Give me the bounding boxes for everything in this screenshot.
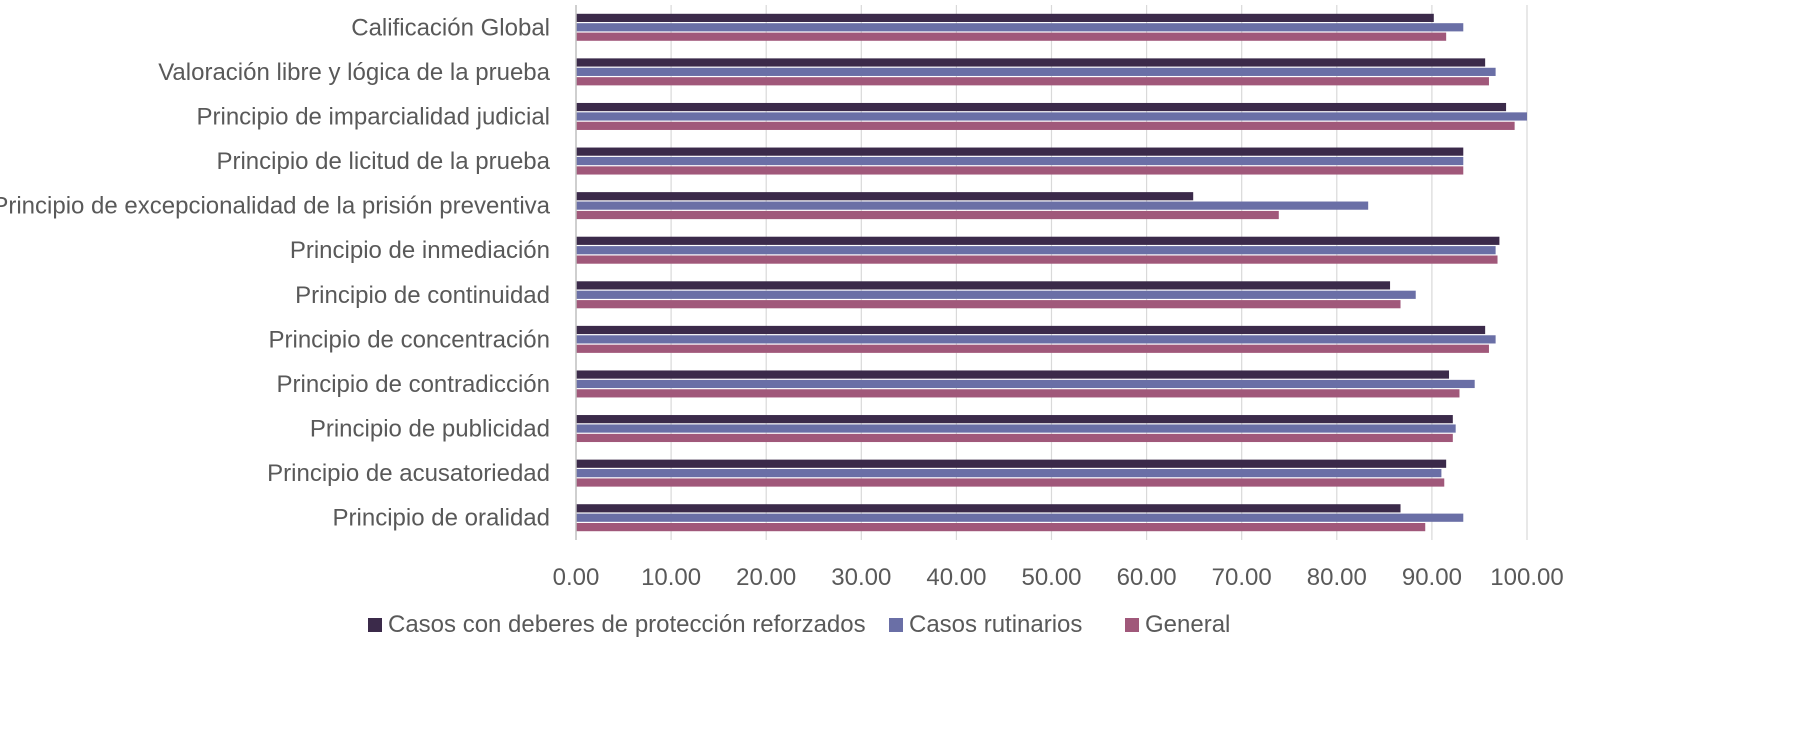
x-tick-label: 80.00: [1307, 564, 1367, 591]
bar: [576, 344, 1489, 353]
bar: [576, 504, 1401, 513]
legend: Casos con deberes de protección reforzad…: [368, 611, 1230, 638]
bar: [576, 469, 1442, 478]
bar: [576, 13, 1434, 22]
category-label: Principio de concentración: [269, 326, 551, 353]
bars: [576, 13, 1527, 532]
bar: [576, 23, 1464, 32]
x-tick-label: 0.00: [553, 564, 600, 591]
tick-labels: 0.00 10.00 20.00 30.00 40.00 50.00 60.00 70.00 8…: [553, 564, 1564, 591]
x-tick-label: 10.00: [641, 564, 701, 591]
legend-swatch: [889, 618, 903, 632]
bar: [576, 246, 1496, 255]
category-label: Principio de licitud de la prueba: [216, 148, 550, 175]
bar: [576, 201, 1369, 210]
bar: [576, 67, 1496, 76]
bar: [576, 335, 1496, 344]
bar: [576, 433, 1453, 443]
x-tick-label: 90.00: [1402, 564, 1462, 591]
bar: [576, 513, 1464, 522]
bar: [576, 32, 1447, 41]
bar: [576, 325, 1486, 335]
bar: [576, 147, 1464, 156]
legend-swatch: [368, 618, 382, 632]
category-label: Principio de imparcialidad judicial: [196, 103, 550, 130]
bar: [576, 415, 1453, 424]
bar: [576, 166, 1464, 175]
x-tick-label: 70.00: [1212, 564, 1272, 591]
bar: [576, 121, 1515, 130]
bar: [576, 102, 1507, 112]
bar: [576, 281, 1391, 290]
x-tick-label: 50.00: [1021, 564, 1081, 591]
legend-label: Casos rutinarios: [909, 611, 1082, 638]
bar: [576, 290, 1416, 299]
bar: [576, 255, 1498, 264]
x-tick-label: 40.00: [926, 564, 986, 591]
category-label: Principio de continuidad: [295, 282, 550, 309]
x-tick-label: 30.00: [831, 564, 891, 591]
bar: [576, 112, 1527, 121]
bar: [576, 389, 1460, 398]
category-label: Calificación Global: [351, 14, 550, 41]
category-label: Principio de contradicción: [277, 371, 550, 398]
x-tick-label: 100.00: [1490, 564, 1563, 591]
category-label: Principio de excepcionalidad de la prisi…: [0, 193, 551, 220]
category-label: Principio de publicidad: [310, 416, 550, 443]
bar: [576, 523, 1426, 532]
bar: [576, 300, 1401, 309]
legend-label: General: [1145, 611, 1230, 638]
bar: [576, 58, 1486, 67]
bar: [576, 236, 1500, 245]
bar: [576, 192, 1194, 201]
bar: [576, 77, 1489, 86]
bar: [576, 210, 1279, 220]
bar: [576, 156, 1464, 166]
category-labels: Calificación Global Valoración libre y ló…: [0, 14, 551, 531]
bar: [576, 459, 1447, 468]
category-label: Principio de inmediación: [290, 237, 550, 264]
gridlines: [670, 5, 1528, 540]
legend-swatch: [1125, 618, 1139, 632]
legend-label: Casos con deberes de protección reforzad…: [388, 611, 866, 638]
bar: [576, 370, 1450, 379]
x-tick-label: 60.00: [1117, 564, 1177, 591]
category-label: Principio de oralidad: [333, 505, 550, 532]
bar: [576, 379, 1475, 389]
bar: [576, 478, 1445, 487]
x-tick-label: 20.00: [736, 564, 796, 591]
category-label: Valoración libre y lógica de la prueba: [158, 59, 550, 86]
bar: [576, 424, 1456, 433]
category-label: Principio de acusatoriedad: [267, 460, 550, 487]
